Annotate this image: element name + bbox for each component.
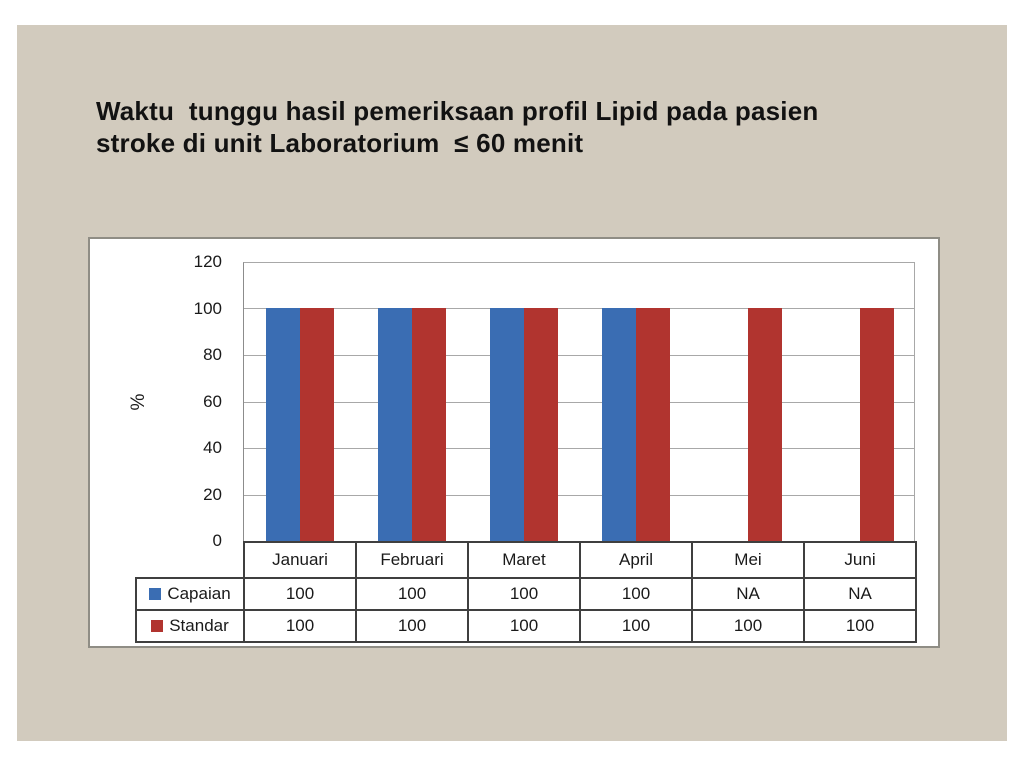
bar-standar-januari: [300, 308, 334, 541]
slide-title-line1: Waktu tunggu hasil pemeriksaan profil Li…: [96, 96, 819, 126]
value-standar-maret: 100: [467, 609, 581, 643]
y-tick-0: 0: [212, 531, 222, 550]
y-tick-120: 120: [193, 252, 222, 271]
gridline-100: [244, 308, 914, 309]
legend-standar: Standar: [135, 609, 245, 643]
series-row-capaian: Capaian 100 100 100 100 NA NA: [135, 577, 917, 611]
value-standar-juni: 100: [803, 609, 917, 643]
header-cell-mei: Mei: [691, 541, 805, 579]
header-cell-februari: Februari: [355, 541, 469, 579]
y-tick-80: 80: [203, 345, 222, 364]
value-capaian-juni: NA: [803, 577, 917, 611]
y-tick-20: 20: [203, 485, 222, 504]
value-capaian-januari: 100: [243, 577, 357, 611]
header-cell-januari: Januari: [243, 541, 357, 579]
bar-standar-mei: [748, 308, 782, 541]
value-standar-februari: 100: [355, 609, 469, 643]
y-tick-60: 60: [203, 392, 222, 411]
slide-title-line2: stroke di unit Laboratorium ≤ 60 menit: [96, 128, 584, 158]
value-capaian-februari: 100: [355, 577, 469, 611]
bar-standar-juni: [860, 308, 894, 541]
value-capaian-maret: 100: [467, 577, 581, 611]
value-capaian-april: 100: [579, 577, 693, 611]
gridline-20: [244, 495, 914, 496]
legend-capaian: Capaian: [135, 577, 245, 611]
slide-title: Waktu tunggu hasil pemeriksaan profil Li…: [96, 95, 818, 159]
legend-swatch-capaian-icon: [149, 588, 162, 600]
plot-area: [243, 262, 915, 541]
header-cell-maret: Maret: [467, 541, 581, 579]
gridline-40: [244, 448, 914, 449]
bar-capaian-maret: [490, 308, 524, 541]
category-header-row: Januari Februari Maret April Mei Juni: [136, 541, 917, 579]
bar-standar-februari: [412, 308, 446, 541]
legend-swatch-standar-icon: [151, 620, 164, 632]
value-standar-januari: 100: [243, 609, 357, 643]
chart-data-table: Januari Februari Maret April Mei Juni Capaian 1…: [135, 541, 917, 643]
table-corner-cell: [136, 542, 244, 578]
value-standar-mei: 100: [691, 609, 805, 643]
legend-label-capaian: Capaian: [167, 584, 231, 603]
header-cell-april: April: [579, 541, 693, 579]
chart-panel: % 0 20 40 60 80 100 120 Januari Februari Maret Ap…: [88, 237, 940, 648]
bar-capaian-januari: [266, 308, 300, 541]
y-axis-title: %: [128, 393, 149, 411]
bar-standar-april: [636, 308, 670, 541]
value-capaian-mei: NA: [691, 577, 805, 611]
gridline-80: [244, 355, 914, 356]
bar-capaian-februari: [378, 308, 412, 541]
bar-standar-maret: [524, 308, 558, 541]
bar-capaian-april: [602, 308, 636, 541]
y-tick-100: 100: [193, 299, 222, 318]
y-tick-40: 40: [203, 438, 222, 457]
slide: Waktu tunggu hasil pemeriksaan profil Li…: [17, 25, 1007, 741]
gridline-60: [244, 402, 914, 403]
legend-label-standar: Standar: [169, 616, 229, 635]
series-row-standar: Standar 100 100 100 100 100 100: [135, 609, 917, 643]
header-cell-juni: Juni: [803, 541, 917, 579]
value-standar-april: 100: [579, 609, 693, 643]
